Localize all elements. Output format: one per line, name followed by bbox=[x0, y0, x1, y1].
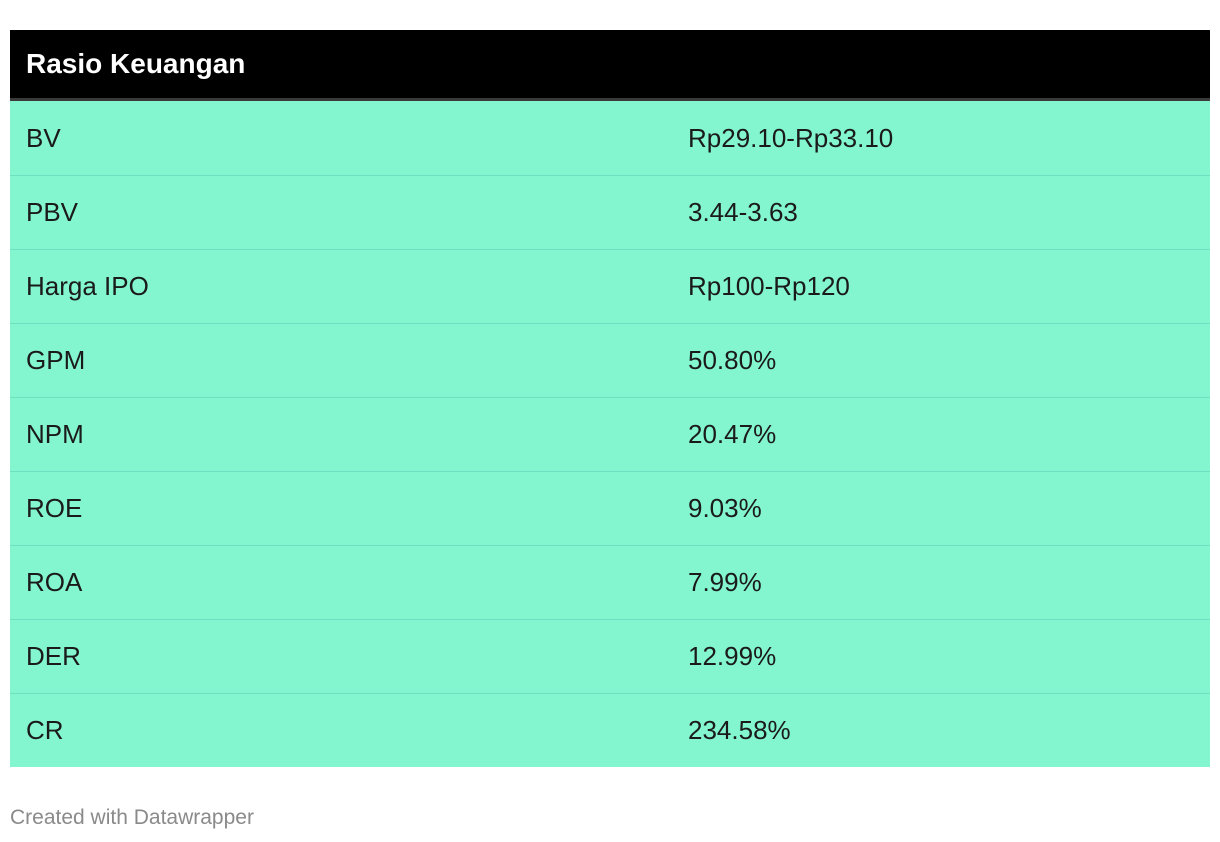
table-row: CR 234.58% bbox=[10, 693, 1210, 767]
table-row: GPM 50.80% bbox=[10, 323, 1210, 397]
row-label: ROE bbox=[26, 493, 83, 523]
row-value: 12.99% bbox=[688, 641, 777, 671]
table-row: PBV 3.44-3.63 bbox=[10, 175, 1210, 249]
row-label: Harga IPO bbox=[26, 271, 149, 301]
row-value: 20.47% bbox=[688, 419, 777, 449]
table-row: Harga IPO Rp100-Rp120 bbox=[10, 249, 1210, 323]
table-title: Rasio Keuangan bbox=[10, 30, 1210, 101]
row-value: Rp29.10-Rp33.10 bbox=[688, 122, 894, 153]
row-label: DER bbox=[26, 641, 81, 671]
row-label: BV bbox=[26, 122, 61, 153]
row-label: GPM bbox=[26, 345, 86, 375]
row-value: 234.58% bbox=[688, 715, 791, 745]
table-row: DER 12.99% bbox=[10, 619, 1210, 693]
ratio-table: Rasio Keuangan BV Rp29.10-Rp33.10 PBV 3.44-… bbox=[10, 30, 1210, 767]
table-row: ROE 9.03% bbox=[10, 471, 1210, 545]
row-label: CR bbox=[26, 715, 64, 745]
row-value: Rp100-Rp120 bbox=[688, 271, 850, 301]
row-value: 3.44-3.63 bbox=[688, 197, 798, 227]
row-value: 50.80% bbox=[688, 345, 777, 375]
table-row: NPM 20.47% bbox=[10, 397, 1210, 471]
row-value: 7.99% bbox=[688, 567, 762, 597]
row-label: NPM bbox=[26, 419, 84, 449]
table-row: ROA 7.99% bbox=[10, 545, 1210, 619]
datawrapper-credit: Created with Datawrapper bbox=[10, 806, 254, 829]
row-value: 9.03% bbox=[688, 493, 762, 523]
row-label: ROA bbox=[26, 567, 83, 597]
table-row: BV Rp29.10-Rp33.10 bbox=[10, 101, 1210, 175]
table-body: BV Rp29.10-Rp33.10 PBV 3.44-3.63 Harga IPO Rp… bbox=[10, 101, 1210, 767]
row-label: PBV bbox=[26, 197, 79, 227]
